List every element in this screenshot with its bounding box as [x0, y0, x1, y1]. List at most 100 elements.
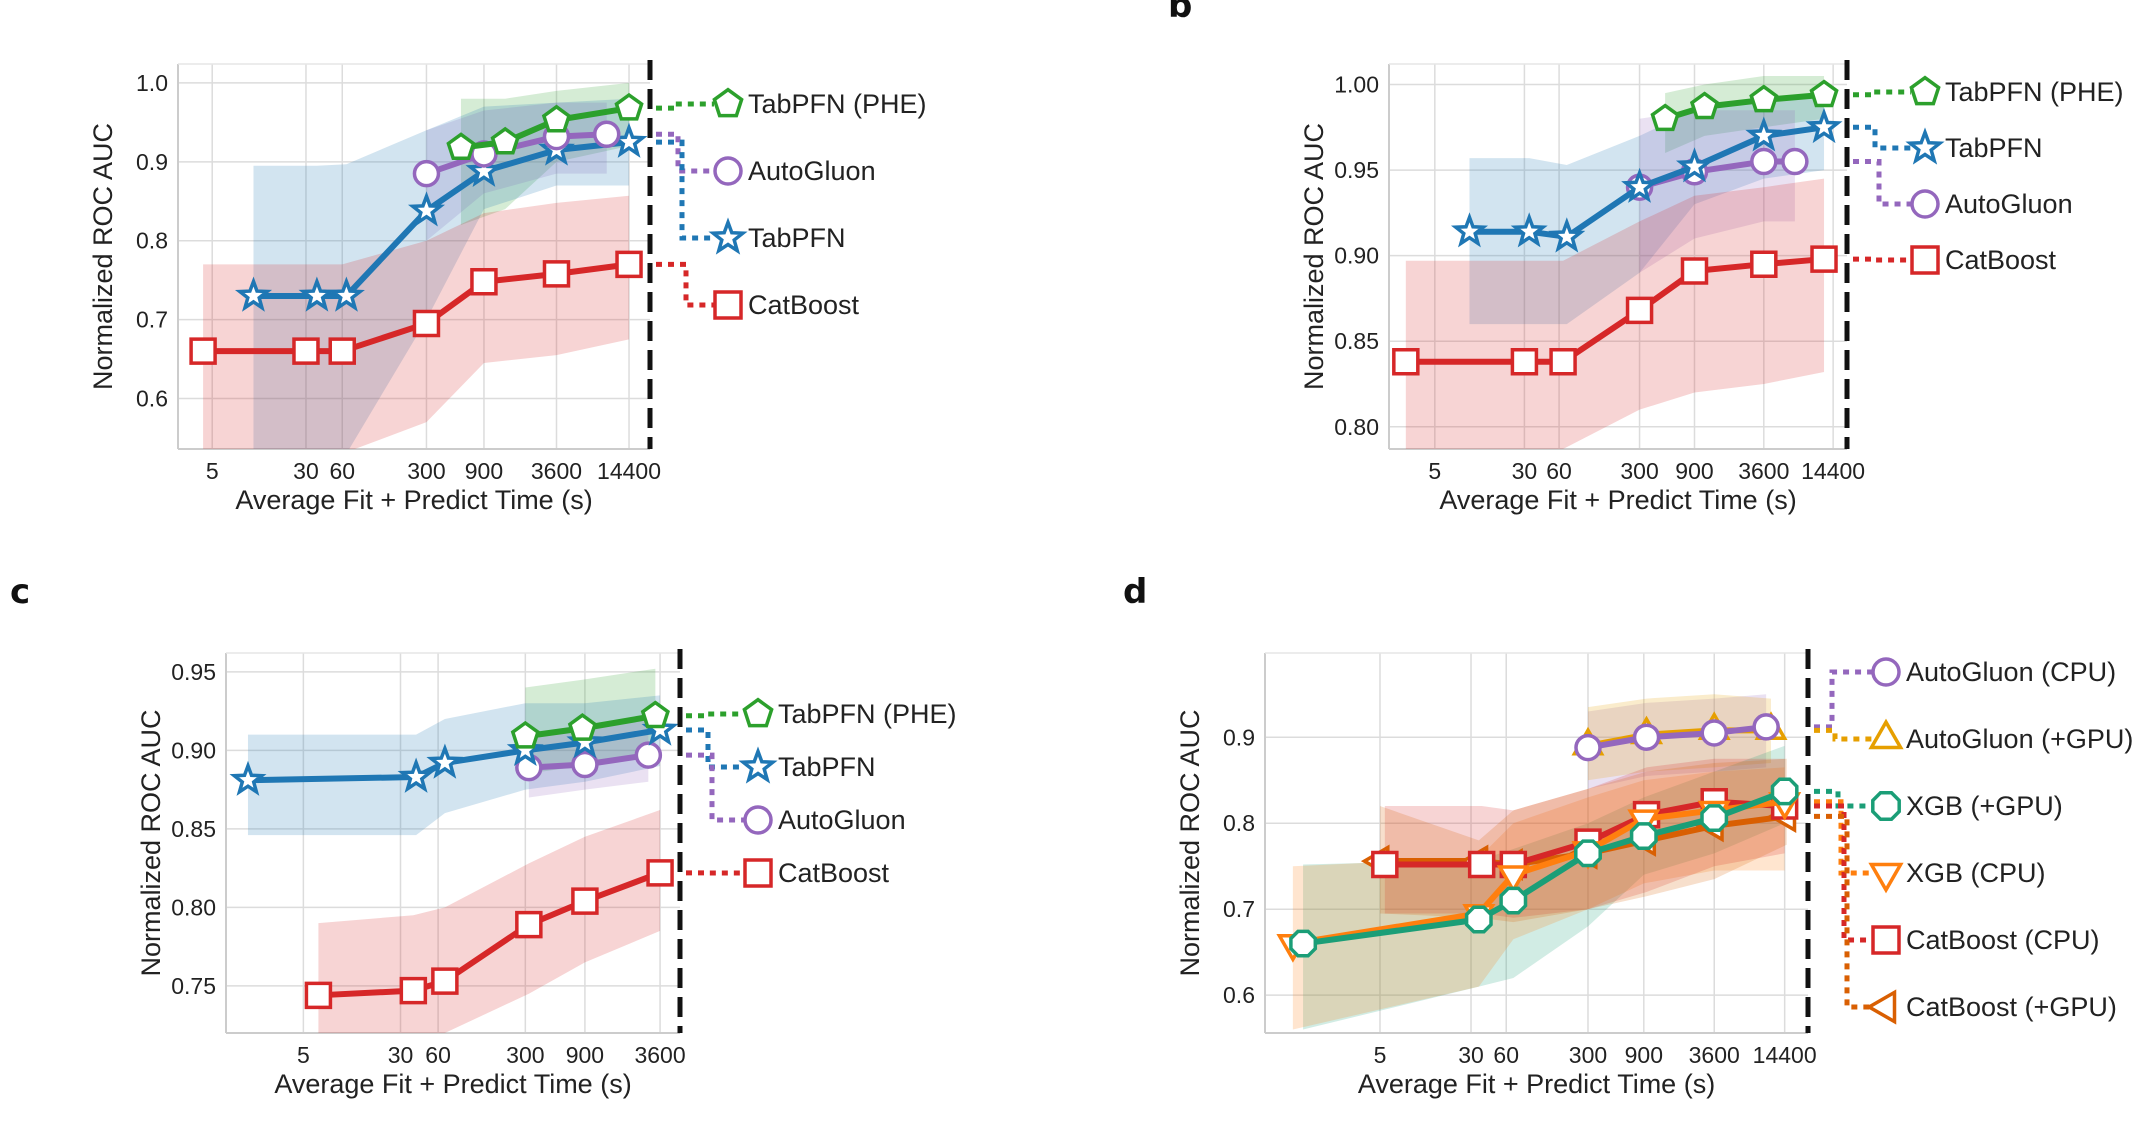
series-line-tabpfn-phe — [1664, 91, 1825, 122]
data-point-xgb-gpu — [1289, 929, 1318, 958]
data-point-tabpfn — [426, 743, 464, 779]
confidence-band-catboost — [318, 810, 661, 1033]
x-axis-label: Average Fit + Predict Time (s) — [235, 485, 592, 515]
legend-connector-catboost-cpu — [1814, 803, 1872, 943]
x-tick-label: 60 — [1546, 458, 1572, 484]
data-point-catboost — [304, 981, 333, 1010]
x-tick-label: 30 — [1512, 458, 1538, 484]
chart-panel-b: 0.80 0.85 0.90 0.95 1.00 5 30 60 300 900 3600 14400… — [1299, 60, 2124, 515]
data-point-catboost — [542, 260, 571, 288]
y-tick-label: 0.9 — [136, 149, 168, 175]
data-point-xgb-gpu — [1464, 905, 1493, 934]
x-tick-label: 5 — [1374, 1042, 1387, 1068]
legend-connector-autogluon — [686, 752, 744, 823]
x-axis-label: Average Fit + Predict Time (s) — [274, 1069, 631, 1099]
data-point-catboost — [615, 250, 643, 279]
data-point-tabpfn — [1805, 107, 1843, 144]
data-point-catboost — [431, 967, 459, 995]
series-line-autogluon-cpu — [1587, 723, 1767, 751]
x-tick-label: 5 — [297, 1042, 310, 1068]
legend-connector-autogluon-gpu — [1814, 727, 1872, 742]
data-point-catboost — [1680, 257, 1709, 285]
y-axis-label: Normalized ROC AUC — [136, 709, 166, 976]
data-point-autogluon — [412, 159, 441, 188]
legend-label-catboost: CatBoost — [748, 290, 860, 320]
panel-label-d: d — [1123, 572, 1148, 612]
data-point-autogluon-cpu — [1574, 733, 1602, 762]
data-point-catboost — [1625, 296, 1654, 325]
data-point-tabpfn-phe — [640, 700, 670, 729]
data-point-catboost — [1810, 245, 1838, 273]
legend-label-tabpfn-phe: TabPFN (PHE) — [1945, 77, 2124, 107]
legend-label-autogluon: AutoGluon — [778, 805, 906, 835]
legend-label-tabpfn: TabPFN — [1945, 133, 2043, 163]
data-point-tabpfn — [1621, 167, 1659, 203]
x-tick-label: 300 — [1620, 458, 1658, 484]
x-axis-label: Average Fit + Predict Time (s) — [1358, 1069, 1715, 1099]
y-axis-label: Normalized ROC AUC — [1175, 709, 1205, 976]
x-tick-label: 30 — [293, 458, 319, 484]
x-tick-label: 300 — [407, 458, 445, 484]
data-point-tabpfn — [407, 191, 446, 227]
data-point-xgb-gpu — [1629, 822, 1658, 851]
data-point-autogluon — [634, 741, 663, 769]
legend-marker-catboost-icon — [743, 858, 773, 888]
data-point-catboost — [470, 267, 498, 296]
x-tick-label: 14400 — [1801, 458, 1865, 484]
data-point-tabpfn — [1675, 147, 1714, 183]
legend-label-autogluon: AutoGluon — [1945, 189, 2073, 219]
data-point-autogluon — [1750, 147, 1778, 176]
data-point-catboost-cpu — [1467, 850, 1496, 879]
x-axis-label: Average Fit + Predict Time (s) — [1439, 485, 1796, 515]
x-tick-label: 30 — [388, 1042, 414, 1068]
y-tick-label: 0.75 — [171, 973, 216, 999]
legend-label-xgb-gpu: XGB (+GPU) — [1906, 791, 2063, 821]
legend-marker-autogluon-gpu-icon — [1868, 718, 1904, 750]
legend-connector-tabpfn-phe — [1853, 89, 1911, 98]
x-tick-label: 900 — [1675, 458, 1713, 484]
data-point-xgb-gpu — [1499, 886, 1528, 915]
y-tick-label: 0.8 — [136, 228, 168, 254]
x-tick-label: 900 — [1625, 1042, 1663, 1068]
chart-panel-d: 0.6 0.7 0.8 0.9 5 30 60 300 900 3600 14400 Average … — [1175, 649, 2133, 1099]
x-tick-label: 60 — [425, 1042, 451, 1068]
x-tick-label: 14400 — [1753, 1042, 1817, 1068]
legend-connector-autogluon — [656, 131, 714, 174]
x-tick-label: 900 — [465, 458, 503, 484]
series-line-autogluon — [425, 131, 607, 177]
y-tick-label: 0.85 — [171, 816, 216, 842]
legend-marker-autogluon-icon — [743, 805, 773, 835]
legend-marker-autogluon-icon — [1910, 189, 1940, 219]
y-tick-label: 0.8 — [1223, 810, 1255, 836]
legend-connector-tabpfn — [1853, 124, 1911, 151]
x-tick-label: 300 — [506, 1042, 544, 1068]
data-point-catboost — [1549, 347, 1577, 376]
legend-marker-tabpfn-phe-icon — [712, 87, 744, 118]
y-tick-label: 0.6 — [136, 386, 168, 412]
legend-marker-catboost-gpu-icon — [1865, 989, 1897, 1025]
legend-label-tabpfn-phe: TabPFN (PHE) — [778, 699, 957, 729]
legend-marker-tabpfn-phe-icon — [742, 697, 774, 728]
legend-connector-xgb-cpu — [1814, 799, 1872, 876]
legend-connector-catboost — [1853, 256, 1911, 263]
data-point-tabpfn-phe — [1650, 103, 1680, 132]
x-tick-label: 30 — [1458, 1042, 1484, 1068]
y-tick-label: 0.7 — [136, 307, 168, 333]
data-point-tabpfn-phe — [567, 713, 598, 741]
data-point-tabpfn-phe — [1749, 84, 1779, 113]
y-tick-label: 0.85 — [1334, 328, 1379, 354]
data-point-tabpfn — [1510, 212, 1548, 248]
x-tick-label: 3600 — [1689, 1042, 1740, 1068]
y-tick-label: 0.80 — [1334, 414, 1379, 440]
legend-marker-tabpfn-phe-icon — [1909, 75, 1941, 106]
panel-label-c: c — [10, 572, 31, 612]
data-point-catboost — [1750, 250, 1778, 278]
data-point-tabpfn — [234, 276, 273, 312]
legend-marker-xgb-cpu-icon — [1868, 862, 1904, 894]
data-point-tabpfn-phe — [1809, 79, 1839, 108]
data-point-catboost — [328, 337, 356, 365]
y-tick-label: 0.7 — [1223, 896, 1255, 922]
y-tick-label: 1.0 — [136, 70, 168, 96]
data-point-catboost — [1392, 347, 1420, 376]
panel-label-b: b — [1168, 0, 1193, 26]
